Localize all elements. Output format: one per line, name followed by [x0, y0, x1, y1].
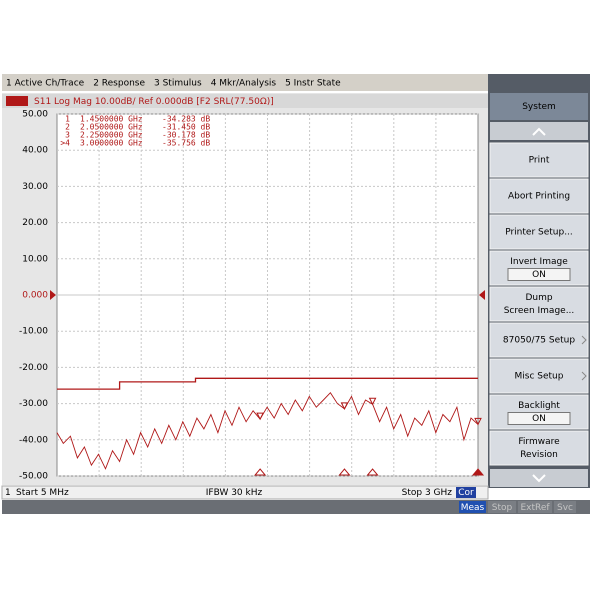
- marker-value: -35.756 dB: [162, 139, 210, 148]
- status-cell: [488, 501, 516, 513]
- y-tick-label: -20.00: [19, 363, 48, 373]
- status-item: Stop: [492, 503, 513, 513]
- softkey-label: Print: [529, 156, 550, 166]
- marker-id: 2: [65, 123, 70, 132]
- status-item: Svc: [557, 503, 573, 513]
- softkey-label: Firmware: [518, 437, 560, 447]
- softkey-button[interactable]: [489, 286, 589, 322]
- y-tick-label: -50.00: [19, 472, 48, 482]
- marker-frequency: 1.4500000 GHz: [80, 115, 143, 124]
- trace-header: S11 Log Mag 10.00dB/ Ref 0.000dB [F2 SRL…: [34, 97, 274, 107]
- trace-header-bar: [2, 94, 488, 108]
- softkey-label: Invert Image: [510, 257, 568, 267]
- marker-position: [366, 468, 379, 476]
- softkey-label: Misc Setup: [515, 372, 564, 382]
- marker-id: 3: [65, 131, 70, 140]
- scroll-up[interactable]: [490, 122, 588, 140]
- softkey-state-box: [507, 268, 571, 281]
- ifbw: IFBW 30 kHz: [206, 488, 263, 498]
- marker-value: -31.450 dB: [162, 123, 210, 132]
- menu-item[interactable]: 3 Stimulus: [154, 79, 202, 89]
- status-cell: [554, 501, 576, 513]
- start-frequency: Start 5 MHz: [16, 488, 69, 498]
- marker-position: [338, 468, 351, 476]
- menu-item[interactable]: 1 Active Ch/Trace: [6, 79, 85, 89]
- marker-point: [256, 412, 264, 421]
- softkey-label: Revision: [520, 450, 558, 460]
- limit-line: [57, 377, 478, 390]
- scroll-down[interactable]: [490, 469, 588, 487]
- reference-arrow-left: [50, 290, 56, 300]
- status-cell: [459, 501, 486, 513]
- status-cell: [518, 501, 552, 513]
- softkey-button[interactable]: [489, 214, 589, 250]
- softkey-label: Dump: [525, 293, 552, 303]
- menu-item[interactable]: 2 Response: [93, 79, 145, 89]
- channel-number: 1: [5, 488, 11, 498]
- y-tick-label: -40.00: [19, 435, 48, 445]
- softkey-button[interactable]: [489, 430, 589, 466]
- softkey-label: Printer Setup...: [505, 228, 573, 238]
- status-line: [1, 485, 489, 500]
- marker-position: [254, 468, 267, 476]
- trace-line: [56, 391, 479, 470]
- status-item: Meas: [461, 503, 485, 513]
- cor-label: Cor: [458, 488, 474, 498]
- marker-point: [474, 417, 482, 426]
- y-tick-label: 0.000: [22, 291, 48, 301]
- marker-id: 1: [65, 115, 70, 124]
- marker-value: -34.283 dB: [162, 115, 210, 124]
- softkey-label: Backlight: [518, 401, 560, 411]
- marker-frequency: 3.0000000 GHz: [80, 139, 143, 148]
- up-arrow: [532, 127, 546, 136]
- submenu-arrow: [581, 371, 587, 381]
- marker-position: [471, 468, 485, 476]
- down-arrow: [532, 474, 546, 483]
- softkey-label: Screen Image...: [504, 306, 575, 316]
- softkey-title: System: [522, 102, 556, 112]
- y-tick-label: 30.00: [22, 182, 48, 192]
- menu-item[interactable]: 4 Mkr/Analysis: [211, 79, 277, 89]
- menu-bar: [2, 74, 488, 91]
- status-item: ExtRef: [520, 503, 550, 513]
- y-tick-label: 10.00: [22, 254, 48, 264]
- marker-frequency: 2.2500000 GHz: [80, 131, 143, 140]
- marker-point: [368, 397, 377, 406]
- submenu-arrow: [581, 335, 587, 345]
- y-tick-label: -10.00: [19, 327, 48, 337]
- y-tick-label: 40.00: [22, 146, 48, 156]
- trace-icon: [6, 96, 28, 106]
- softkey-label: 87050/75 Setup: [503, 336, 575, 346]
- reference-arrow-right: [479, 290, 485, 300]
- y-tick-label: 20.00: [22, 218, 48, 228]
- marker-frequency: 2.0500000 GHz: [80, 123, 143, 132]
- softkey-button[interactable]: [489, 178, 589, 214]
- y-tick-label: 50.00: [22, 110, 48, 120]
- stop-frequency: Stop 3 GHz: [402, 488, 453, 498]
- softkey-button[interactable]: [489, 322, 589, 358]
- marker-point: [340, 402, 349, 410]
- menu-item[interactable]: 5 Instr State: [285, 79, 341, 89]
- softkey-button[interactable]: [489, 142, 589, 178]
- bottom-bar: [2, 500, 590, 514]
- softkey-button[interactable]: [489, 358, 589, 394]
- softkey-state-box: [507, 412, 571, 425]
- softkey-state: ON: [532, 414, 546, 424]
- softkey-state: ON: [532, 270, 546, 280]
- softkey-label: Abort Printing: [508, 192, 570, 202]
- softkey-title-bar: [490, 93, 588, 120]
- marker-value: -30.178 dB: [162, 131, 210, 140]
- cor-indicator: [456, 487, 476, 498]
- y-tick-label: -30.00: [19, 399, 48, 409]
- marker-id: >4: [60, 139, 70, 148]
